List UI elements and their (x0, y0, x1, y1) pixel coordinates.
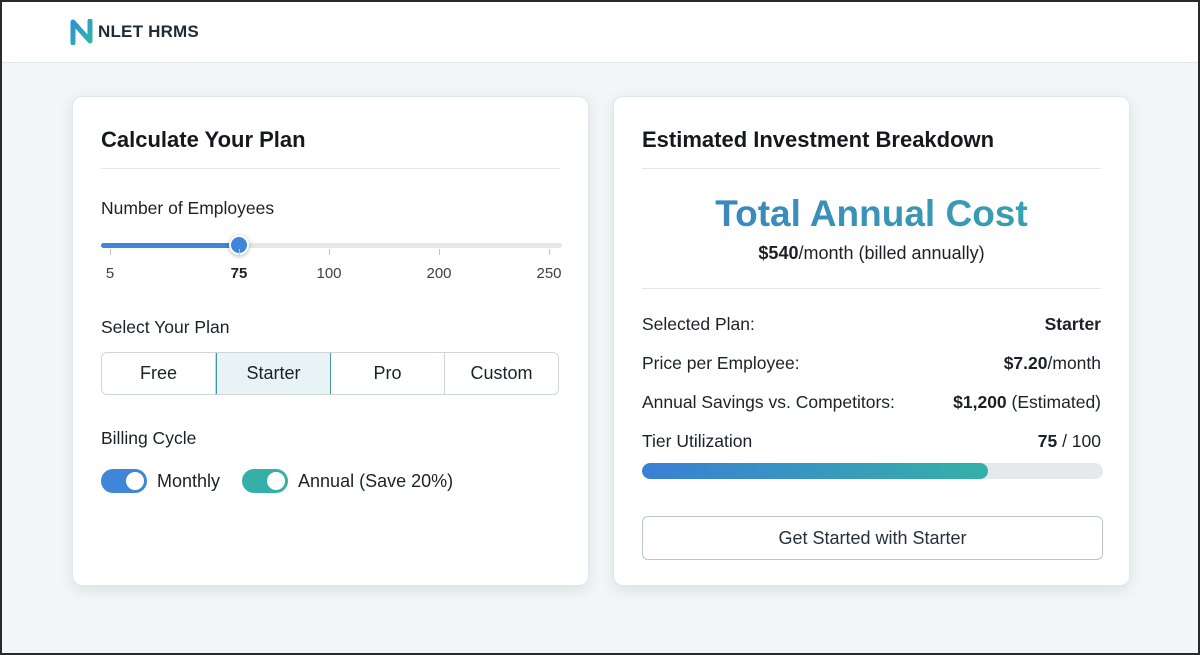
plan-option-pro[interactable]: Pro (331, 353, 445, 394)
plan-calculator-card: Calculate Your Plan Number of Employees … (72, 96, 589, 586)
toggle-knob (267, 472, 286, 490)
slider-tick (439, 249, 440, 255)
selected-plan-row: Selected Plan: Starter (642, 314, 1101, 335)
billing-toggles: Monthly Annual (Save 20%) (101, 469, 475, 493)
slider-tick-label: 75 (230, 265, 248, 282)
row-label: Price per Employee: (642, 353, 800, 373)
top-bar: NLET HRMS (2, 2, 1198, 63)
price-value: $7.20 (1003, 353, 1048, 373)
plan-option-free[interactable]: Free (102, 353, 216, 394)
toggle-knob (126, 472, 144, 490)
monthly-label: Monthly (157, 470, 221, 491)
plan-selector: Free Starter Pro Custom (101, 352, 559, 395)
slider-tick (110, 249, 111, 255)
slider-tick-label: 200 (426, 265, 452, 282)
row-label: Annual Savings vs. Competitors: (642, 392, 895, 412)
monthly-cost: $540/month (billed annually) (614, 243, 1129, 264)
get-started-button[interactable]: Get Started with Starter (642, 516, 1103, 560)
investment-breakdown-card: Estimated Investment Breakdown Total Ann… (613, 96, 1130, 586)
monthly-amount: $540 (758, 243, 799, 263)
employees-slider[interactable] (101, 235, 562, 255)
slider-track[interactable] (101, 243, 562, 248)
employees-label: Number of Employees (101, 198, 275, 218)
divider (101, 168, 560, 169)
plan-option-custom[interactable]: Custom (445, 353, 558, 394)
row-label: Selected Plan: (642, 314, 755, 334)
divider (642, 168, 1101, 169)
progress-fill (642, 463, 988, 479)
selected-plan-value: Starter (1044, 314, 1101, 334)
calculator-title: Calculate Your Plan (101, 127, 306, 152)
annual-label: Annual (Save 20%) (298, 470, 454, 491)
utilization-total: / 100 (1062, 431, 1101, 451)
tier-utilization-row: Tier Utilization 75 / 100 (642, 431, 1101, 452)
brand-logo-icon[interactable] (70, 19, 94, 45)
slider-tick-label: 5 (105, 265, 115, 282)
brand-name[interactable]: NLET HRMS (98, 22, 199, 41)
slider-fill (101, 243, 239, 248)
slider-tick-label: 100 (316, 265, 342, 282)
price-suffix: /month (1047, 353, 1102, 373)
plan-option-starter[interactable]: Starter (216, 353, 331, 394)
savings-suffix: (Estimated) (1006, 392, 1101, 412)
price-per-employee-row: Price per Employee: $7.20/month (642, 353, 1101, 374)
annual-toggle[interactable] (242, 469, 289, 493)
slider-tick-label: 250 (536, 265, 562, 282)
savings-value: $1,200 (953, 392, 1007, 412)
utilization-used: 75 (1037, 431, 1058, 451)
utilization-label: Tier Utilization (642, 431, 753, 451)
plan-label: Select Your Plan (101, 317, 230, 337)
utilization-progress-bar (642, 463, 1103, 479)
total-annual-cost-title: Total Annual Cost (614, 193, 1129, 235)
divider (642, 288, 1101, 289)
slider-tick (329, 249, 330, 255)
slider-tick (239, 249, 240, 255)
annual-savings-row: Annual Savings vs. Competitors: $1,200 (… (642, 392, 1101, 413)
breakdown-title: Estimated Investment Breakdown (642, 127, 995, 152)
monthly-suffix: /month (billed annually) (798, 243, 985, 263)
monthly-toggle[interactable] (101, 469, 147, 493)
billing-label: Billing Cycle (101, 428, 197, 448)
slider-tick (549, 249, 550, 255)
